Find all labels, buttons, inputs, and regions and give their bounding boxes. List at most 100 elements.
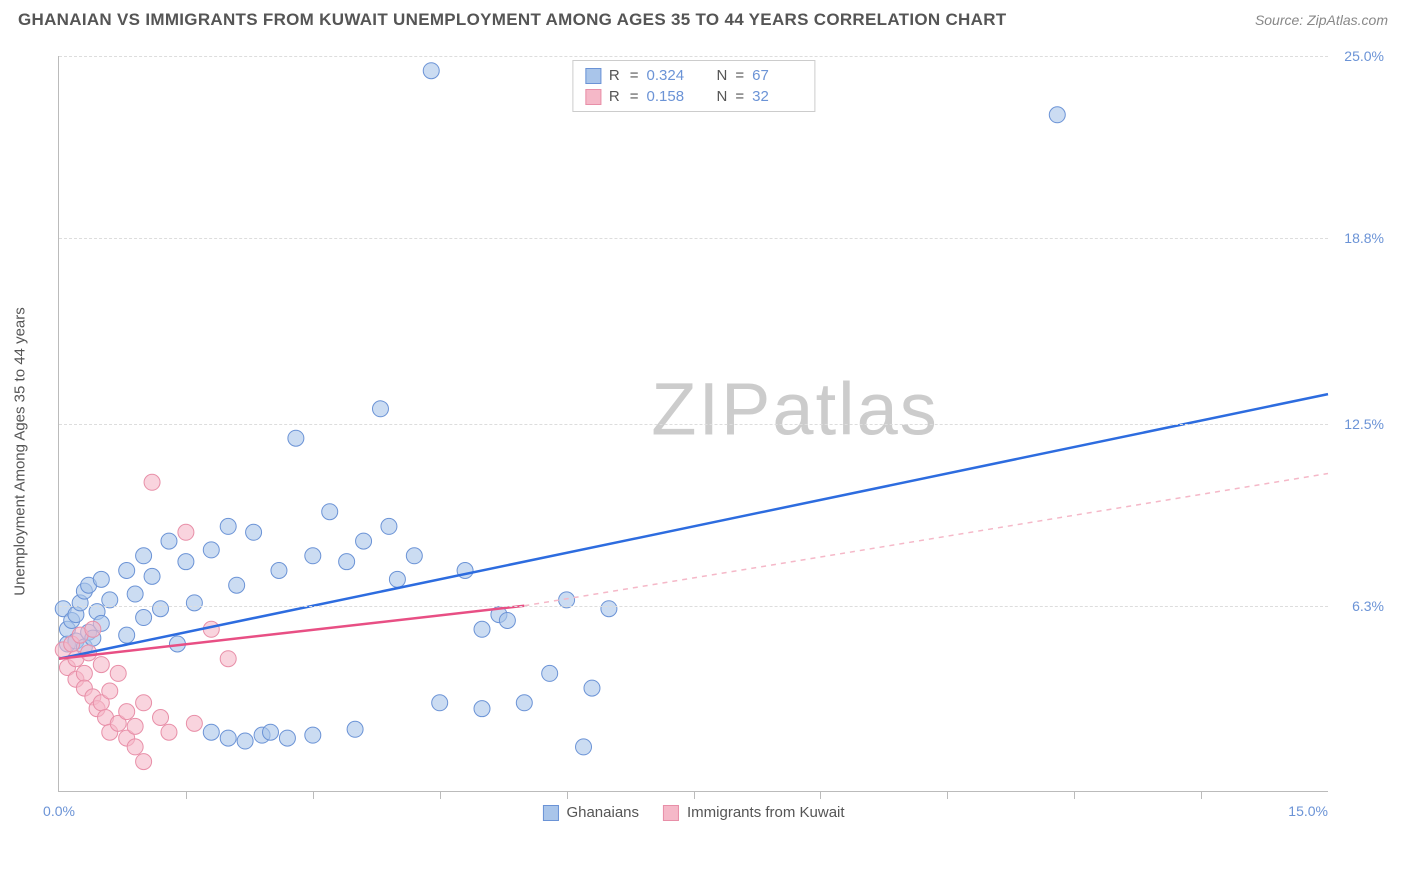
x-tick-label: 0.0%	[43, 803, 75, 819]
scatter-point	[203, 542, 219, 558]
scatter-point	[381, 518, 397, 534]
equals-sign: =	[630, 67, 639, 84]
x-tick	[313, 791, 314, 799]
scatter-point	[220, 518, 236, 534]
scatter-point	[576, 739, 592, 755]
x-tick-label: 15.0%	[1288, 803, 1328, 819]
r-label: R	[609, 67, 620, 84]
r-value: 0.158	[647, 88, 697, 105]
grid-line	[59, 606, 1328, 607]
scatter-point	[474, 701, 490, 717]
y-tick-label: 12.5%	[1344, 416, 1384, 432]
equals-sign: =	[735, 67, 744, 84]
scatter-point	[229, 577, 245, 593]
scatter-point	[305, 727, 321, 743]
scatter-point	[499, 612, 515, 628]
scatter-point	[237, 733, 253, 749]
grid-line	[59, 238, 1328, 239]
scatter-point	[93, 571, 109, 587]
scatter-point	[85, 621, 101, 637]
n-label: N	[717, 88, 728, 105]
scatter-point	[102, 683, 118, 699]
x-tick	[694, 791, 695, 799]
scatter-point	[356, 533, 372, 549]
legend-label: Ghanaians	[566, 804, 639, 821]
equals-sign: =	[630, 88, 639, 105]
scatter-point	[246, 524, 262, 540]
scatter-point	[136, 548, 152, 564]
scatter-point	[119, 627, 135, 643]
scatter-point	[136, 695, 152, 711]
scatter-point	[127, 586, 143, 602]
scatter-point	[279, 730, 295, 746]
scatter-point	[110, 665, 126, 681]
scatter-point	[474, 621, 490, 637]
scatter-point	[271, 563, 287, 579]
scatter-point	[339, 554, 355, 570]
scatter-point	[220, 730, 236, 746]
scatter-point	[153, 710, 169, 726]
x-tick	[947, 791, 948, 799]
legend-row: R = 0.158 N = 32	[585, 86, 802, 107]
n-value: 32	[752, 88, 802, 105]
scatter-point	[76, 665, 92, 681]
swatch-icon	[663, 805, 679, 821]
y-tick-label: 25.0%	[1344, 48, 1384, 64]
n-label: N	[717, 67, 728, 84]
scatter-point	[93, 657, 109, 673]
scatter-point	[186, 595, 202, 611]
chart-container: Unemployment Among Ages 35 to 44 years R…	[48, 44, 1388, 842]
scatter-point	[186, 715, 202, 731]
x-tick	[567, 791, 568, 799]
legend-item: Immigrants from Kuwait	[663, 804, 845, 821]
legend-row: R = 0.324 N = 67	[585, 65, 802, 86]
swatch-icon	[585, 89, 601, 105]
grid-line	[59, 424, 1328, 425]
scatter-point	[119, 704, 135, 720]
legend-item: Ghanaians	[542, 804, 639, 821]
scatter-point	[136, 610, 152, 626]
trend-line-dashed	[524, 473, 1328, 605]
scatter-point	[263, 724, 279, 740]
r-value: 0.324	[647, 67, 697, 84]
scatter-point	[432, 695, 448, 711]
x-tick	[440, 791, 441, 799]
scatter-point	[372, 401, 388, 417]
swatch-icon	[542, 805, 558, 821]
scatter-point	[178, 554, 194, 570]
r-label: R	[609, 88, 620, 105]
scatter-point	[153, 601, 169, 617]
x-tick	[820, 791, 821, 799]
source-label: Source: ZipAtlas.com	[1255, 12, 1388, 28]
legend-correlation: R = 0.324 N = 67 R = 0.158 N = 32	[572, 60, 815, 112]
header: GHANAIAN VS IMMIGRANTS FROM KUWAIT UNEMP…	[0, 0, 1406, 36]
scatter-point	[178, 524, 194, 540]
scatter-point	[1049, 107, 1065, 123]
x-tick	[1201, 791, 1202, 799]
scatter-point	[161, 533, 177, 549]
swatch-icon	[585, 68, 601, 84]
x-tick	[186, 791, 187, 799]
x-tick	[1074, 791, 1075, 799]
scatter-point	[127, 739, 143, 755]
legend-series: Ghanaians Immigrants from Kuwait	[542, 804, 844, 821]
scatter-point	[127, 718, 143, 734]
scatter-point	[305, 548, 321, 564]
n-value: 67	[752, 67, 802, 84]
y-tick-label: 6.3%	[1352, 598, 1384, 614]
scatter-point	[322, 504, 338, 520]
legend-label: Immigrants from Kuwait	[687, 804, 845, 821]
scatter-point	[601, 601, 617, 617]
scatter-point	[542, 665, 558, 681]
y-tick-label: 18.8%	[1344, 230, 1384, 246]
scatter-point	[389, 571, 405, 587]
plot-area: R = 0.324 N = 67 R = 0.158 N = 32 ZIPatl…	[58, 56, 1328, 792]
y-axis-label: Unemployment Among Ages 35 to 44 years	[12, 307, 29, 596]
scatter-point	[136, 754, 152, 770]
scatter-point	[584, 680, 600, 696]
scatter-point	[288, 430, 304, 446]
scatter-point	[119, 563, 135, 579]
chart-title: GHANAIAN VS IMMIGRANTS FROM KUWAIT UNEMP…	[18, 10, 1006, 30]
scatter-point	[423, 63, 439, 79]
scatter-point	[161, 724, 177, 740]
